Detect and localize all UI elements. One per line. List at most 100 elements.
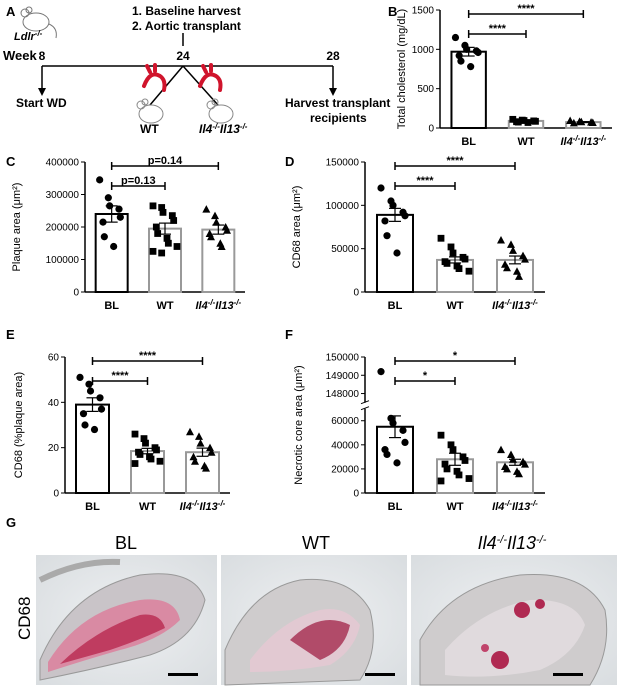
x-tick-label: Il4-/-Il13-/- [195,298,241,312]
x-tick-label-part: -/- [208,298,216,307]
aorta-icon-right [198,63,223,92]
data-point [503,263,511,272]
data-point [85,380,93,388]
axis-break-mark [360,406,370,411]
x-tick-label: Il4-/-Il13-/- [492,298,538,312]
data-point [202,464,210,472]
significance-label: p=0.14 [148,155,183,167]
significance-label: **** [111,370,129,382]
x-tick-label-part: -/- [192,499,200,508]
data-point [140,435,148,442]
bar-charts: B 0 500 1000 1500 Total cholesterol (mg/dL) BL… [6,3,612,513]
data-point [588,118,597,126]
data-point [447,243,455,251]
data-point [136,451,144,458]
data-point [383,232,391,240]
data-point [515,469,523,478]
significance-label: **** [446,155,464,167]
data-point [401,212,409,220]
x-tick-label-part: -/- [504,499,512,508]
data-point [100,233,108,241]
data-point [186,427,194,436]
data-point [441,460,449,468]
data-point [149,202,157,210]
x-tick-label: Il4-/-Il13-/- [492,499,538,513]
data-point [147,455,155,463]
panel-letter-d: D [285,154,294,169]
y-tick-label: 20000 [331,464,359,475]
data-point [76,373,84,381]
panel-a-timeline: A Ldlr-/- Week 8 24 28 1. Baseline harve… [3,4,390,136]
y-tick-label: 148000 [326,389,360,400]
data-point [515,272,523,280]
data-point [455,471,463,479]
data-point [389,201,397,209]
y-tick-label: 50000 [331,244,359,255]
panel-a-letter: A [6,4,16,19]
y-tick-label: 20 [48,443,60,454]
x-tick-label-part: -/- [573,134,581,143]
y-tick-label: 0 [353,288,359,299]
data-point [156,457,164,465]
y-tick-label: 150000 [326,158,360,169]
recipient-wt: WT [140,122,159,136]
data-point [521,255,529,263]
micrograph-wt [221,555,407,686]
panel-letter-e: E [6,327,15,342]
data-point [532,117,539,125]
cd68-row-label: CD68 [15,597,34,640]
mouse-icon [20,6,57,39]
data-point [465,267,473,275]
week-24: 24 [176,49,190,63]
data-point [163,234,171,242]
micro-title-wt: WT [302,533,330,553]
y-tick-label: 500 [417,84,434,95]
data-point [437,234,445,242]
data-point [191,457,199,465]
data-point [196,439,205,447]
data-point [509,455,517,463]
x-tick-label-part: Il4 [492,300,504,312]
data-point [195,432,203,440]
y-tick-label: 300000 [46,190,80,201]
panel-letter-b: B [388,4,397,19]
data-point [389,419,397,427]
data-point [465,475,473,482]
data-point [453,467,461,475]
significance-label: **** [517,3,535,15]
week-label: Week [3,48,37,63]
data-point [463,45,471,53]
data-point [503,464,511,473]
data-point [207,448,216,456]
data-point [449,249,457,257]
y-axis-label: Total cholesterol (mg/dL) [396,9,408,129]
x-tick-label-part: Il4 [492,501,504,513]
data-point [459,453,467,461]
y-tick-label: 60 [48,353,60,364]
bar-0 [94,213,129,293]
x-tick-label-part: -/- [234,298,242,307]
y-tick-label: 150000 [326,353,360,364]
x-tick-label-part: Il13 [512,300,530,312]
significance-label: **** [139,350,157,362]
data-point [211,211,219,220]
x-tick-label-part: Il13 [512,501,530,513]
chart-f: F 0 20000 40000 60000 148000 149000 150000 Necro… [285,327,545,513]
micrograph-bl [36,555,217,685]
data-point [577,117,586,126]
y-axis-label: Plaque area (μm²) [11,183,23,272]
bar-0 [450,50,487,129]
data-point [206,443,214,452]
y-tick-label: 40 [48,398,60,409]
data-point [96,176,104,184]
data-point [142,439,149,447]
panel-letter-f: F [285,327,293,342]
x-tick-label: BL [104,300,119,312]
data-point [202,205,211,213]
axis-break-mark [360,400,370,405]
data-point [437,477,445,485]
y-tick-label: 0 [53,489,59,500]
data-point [154,230,162,237]
